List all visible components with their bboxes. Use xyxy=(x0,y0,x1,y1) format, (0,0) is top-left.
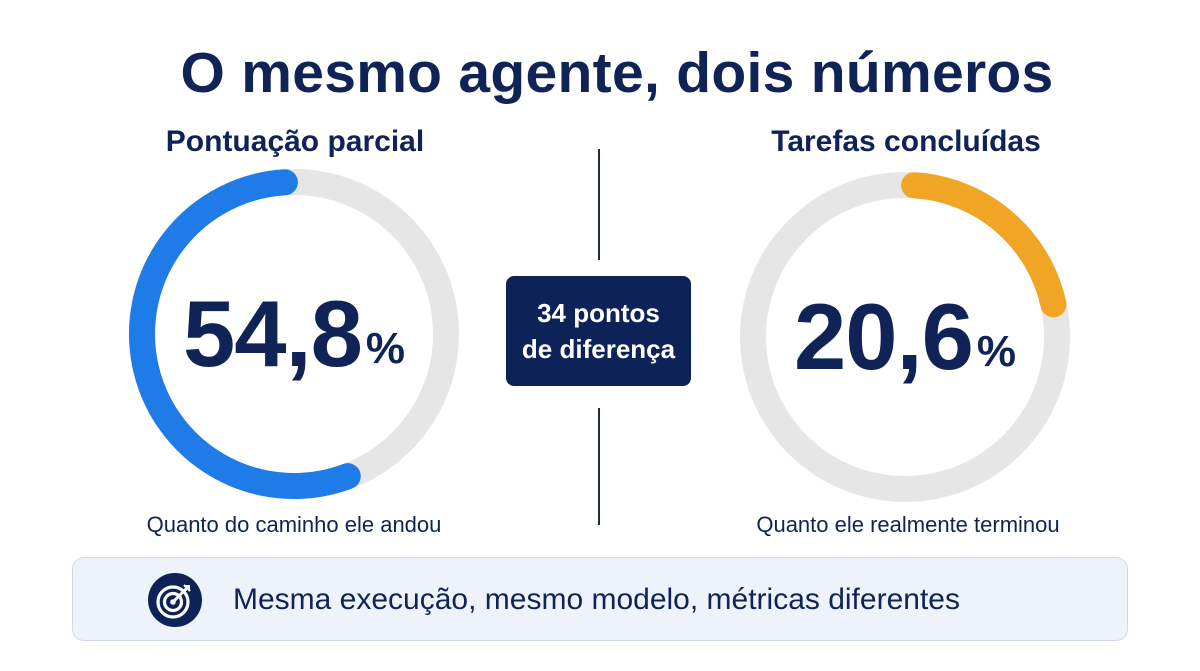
difference-badge: 34 pontos de diferença xyxy=(506,276,691,386)
partial-score-caption: Quanto do caminho ele andou xyxy=(146,512,442,537)
tasks-completed-number: 20,6 xyxy=(793,284,974,389)
partial-score-heading: Pontuação parcial xyxy=(165,125,425,158)
divider-top xyxy=(598,149,600,260)
partial-score-gauge: 54,8% xyxy=(124,164,464,504)
difference-line-1: 34 pontos xyxy=(537,298,660,328)
page-title: O mesmo agente, dois números xyxy=(180,41,1054,105)
tasks-completed-caption: Quanto ele realmente terminou xyxy=(756,512,1060,537)
divider-bottom xyxy=(598,408,600,525)
tasks-completed-unit: % xyxy=(976,327,1017,376)
partial-score-gauge-svg xyxy=(129,169,459,499)
tasks-completed-gauge-svg xyxy=(740,172,1070,502)
partial-score-number: 54,8 xyxy=(182,281,363,386)
tasks-completed-heading: Tarefas concluídas xyxy=(771,125,1041,158)
target-icon xyxy=(148,573,202,627)
footer-text: Mesma execução, mesmo modelo, métricas d… xyxy=(233,583,960,616)
footer-banner: Mesma execução, mesmo modelo, métricas d… xyxy=(72,557,1128,641)
tasks-completed-gauge-arc xyxy=(901,172,1067,318)
difference-line-2: de diferença xyxy=(521,334,676,364)
partial-score-unit: % xyxy=(365,324,406,373)
tasks-completed-value: 20,6% xyxy=(735,167,1075,507)
partial-score-value: 54,8% xyxy=(124,164,464,504)
partial-score-gauge-arc xyxy=(129,169,361,499)
tasks-completed-gauge: 20,6% xyxy=(735,167,1075,507)
